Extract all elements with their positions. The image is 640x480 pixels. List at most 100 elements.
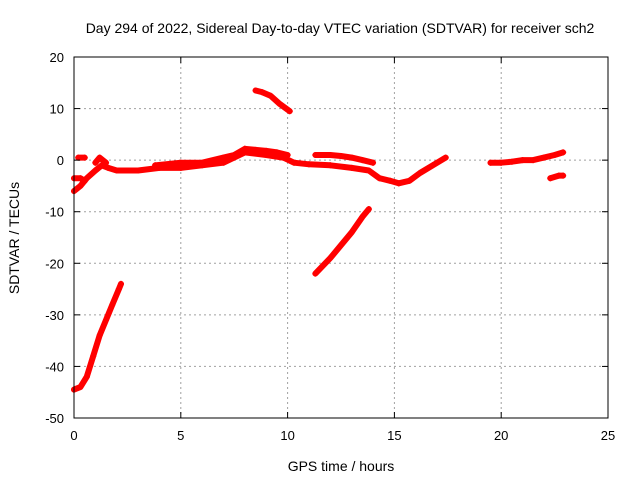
data-point — [220, 154, 227, 161]
x-tick-label: 25 — [601, 428, 615, 443]
series-late-band — [487, 149, 567, 166]
data-point — [365, 167, 372, 174]
data-points — [71, 87, 567, 393]
data-point — [359, 157, 366, 164]
series-trace — [92, 154, 109, 166]
data-point — [81, 177, 88, 184]
data-point — [117, 280, 124, 287]
data-point — [220, 159, 227, 166]
series-trace — [152, 145, 291, 169]
x-tick-label: 5 — [177, 428, 184, 443]
data-point — [291, 159, 298, 166]
data-point — [327, 255, 334, 262]
y-tick-label: -20 — [45, 256, 64, 271]
data-point — [560, 149, 567, 156]
data-point — [92, 159, 99, 166]
data-point — [519, 157, 526, 164]
data-point — [113, 167, 120, 174]
data-point — [387, 177, 394, 184]
series-bump-near-1h — [92, 154, 110, 166]
series-late-tail — [547, 172, 567, 182]
x-axis-title: GPS time / hours — [288, 458, 395, 474]
data-point — [530, 157, 537, 164]
series-main-band — [71, 149, 449, 195]
y-tick-label: 10 — [50, 102, 64, 117]
data-point — [338, 242, 344, 249]
y-tick-label: -50 — [45, 411, 64, 426]
x-tick-label: 15 — [387, 428, 401, 443]
data-point — [305, 161, 312, 168]
data-point — [96, 332, 103, 339]
data-point — [498, 159, 505, 166]
y-tick-label: 20 — [50, 50, 64, 65]
series-early-blip — [75, 154, 88, 161]
data-point — [103, 159, 110, 166]
x-tick-label: 10 — [280, 428, 294, 443]
data-point — [276, 100, 283, 107]
data-point — [376, 175, 383, 182]
y-tick-label: -40 — [45, 359, 64, 374]
data-point — [90, 353, 97, 360]
data-point — [135, 167, 142, 174]
data-point — [77, 384, 84, 391]
data-point — [273, 149, 280, 156]
series-trace — [312, 152, 376, 166]
y-tick-label: 0 — [57, 153, 64, 168]
series-peak-9h — [252, 87, 293, 115]
tick-marks — [73, 56, 609, 419]
data-point — [429, 162, 436, 169]
y-axis-title: SDTVAR / TECUs — [6, 182, 22, 294]
data-point — [508, 158, 515, 165]
x-tick-label: 0 — [70, 428, 77, 443]
gridlines — [74, 57, 608, 418]
data-point — [267, 92, 274, 99]
x-tick-label: 20 — [494, 428, 508, 443]
data-point — [103, 317, 110, 324]
y-tick-label: -10 — [45, 205, 64, 220]
data-point — [96, 154, 103, 161]
data-point — [348, 154, 355, 161]
data-point — [547, 175, 554, 182]
data-point — [540, 154, 547, 161]
data-point — [252, 146, 259, 153]
data-point — [406, 177, 413, 184]
data-point — [152, 162, 159, 169]
series-trace — [312, 206, 372, 277]
chart-title: Day 294 of 2022, Sidereal Day-to-day VTE… — [86, 20, 595, 36]
series-early-steep — [71, 280, 124, 393]
data-point — [365, 206, 372, 213]
data-point — [98, 162, 105, 169]
data-point — [75, 154, 82, 161]
data-point — [348, 229, 355, 236]
data-point — [560, 172, 567, 179]
y-tick-label: -30 — [45, 308, 64, 323]
data-point — [109, 301, 116, 308]
series-mid-band-11-14h — [312, 151, 377, 166]
data-point — [263, 147, 270, 154]
data-point — [77, 182, 84, 189]
y-tick-labels: -50 -40 -30 -20 -10 0 10 20 — [45, 50, 64, 426]
data-point — [252, 87, 259, 94]
data-point — [417, 170, 424, 177]
plot-frame — [73, 56, 609, 419]
series-upper-band-5-9h — [152, 145, 291, 169]
data-point — [395, 180, 402, 187]
data-point — [177, 159, 184, 166]
series-trace — [71, 280, 124, 393]
data-point — [77, 175, 84, 182]
data-point — [83, 373, 90, 380]
data-point — [115, 286, 122, 293]
data-point — [231, 151, 238, 158]
data-point — [284, 151, 291, 158]
data-point — [442, 154, 449, 161]
data-point — [312, 270, 319, 277]
data-point — [92, 167, 99, 174]
data-point — [105, 164, 112, 171]
data-point — [327, 151, 334, 158]
x-tick-labels: 0 5 10 15 20 25 — [70, 428, 615, 443]
data-point — [312, 151, 319, 158]
data-point — [487, 159, 494, 166]
series-trace — [71, 149, 449, 195]
data-point — [338, 153, 344, 160]
